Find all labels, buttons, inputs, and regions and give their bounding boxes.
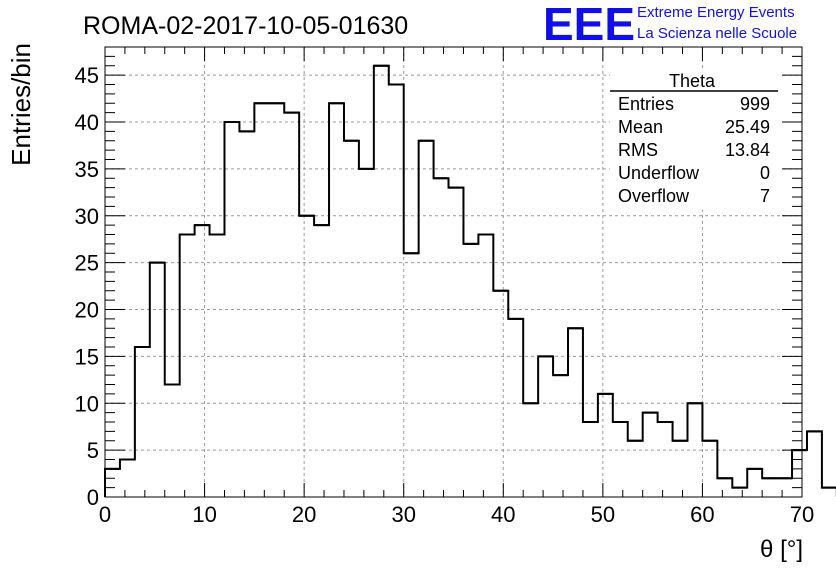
stats-box: Theta Entries 999 Mean 25.49 RMS 13.84 Underfl… — [610, 68, 780, 210]
stats-label: Entries — [618, 94, 674, 114]
stats-label: RMS — [618, 140, 658, 160]
axis-ticks — [104, 46, 803, 498]
x-tick-label: 10 — [192, 502, 216, 527]
y-tick-labels: 0 5 10 15 20 25 30 35 40 45 — [75, 63, 99, 510]
stats-label: Underflow — [618, 163, 700, 183]
y-tick-label: 40 — [75, 110, 99, 135]
y-tick-label: 0 — [87, 485, 99, 510]
stats-rows: Entries 999 Mean 25.49 RMS 13.84 Underflow 0 Ove… — [618, 94, 770, 206]
eee-logo: EEE Extreme Energy Events La Scienza nel… — [543, 0, 797, 50]
y-tick-label: 30 — [75, 204, 99, 229]
y-tick-label: 25 — [75, 251, 99, 276]
x-axis-label: θ [°] — [760, 536, 803, 563]
y-tick-label: 45 — [75, 63, 99, 88]
stats-value: 25.49 — [725, 117, 770, 137]
x-tick-label: 20 — [292, 502, 316, 527]
x-tick-label: 50 — [591, 502, 615, 527]
histogram-bins — [105, 64, 836, 489]
y-tick-label: 20 — [75, 298, 99, 323]
y-tick-label: 15 — [75, 344, 99, 369]
eee-logo-line1: Extreme Energy Events — [637, 4, 795, 21]
x-tick-label: 70 — [790, 502, 814, 527]
stats-value: 7 — [760, 186, 770, 206]
y-tick-label: 5 — [87, 438, 99, 463]
y-axis-label: Entries/bin — [6, 43, 36, 166]
stats-value: 999 — [740, 94, 770, 114]
y-tick-label: 35 — [75, 157, 99, 182]
x-tick-labels: 0 10 20 30 40 50 60 70 — [99, 502, 814, 527]
stats-label: Overflow — [618, 186, 690, 206]
chart-title: ROMA-02-2017-10-05-01630 — [83, 12, 408, 40]
x-tick-label: 0 — [99, 502, 111, 527]
stats-label: Mean — [618, 117, 663, 137]
stats-box-title: Theta — [669, 71, 716, 91]
x-tick-label: 30 — [391, 502, 415, 527]
stats-value: 0 — [760, 163, 770, 183]
y-tick-label: 10 — [75, 391, 99, 416]
eee-logo-mark: EEE — [543, 0, 635, 50]
x-tick-label: 40 — [491, 502, 515, 527]
eee-logo-line2: La Scienza nelle Scuole — [637, 25, 797, 42]
stats-value: 13.84 — [725, 140, 770, 160]
x-tick-label: 60 — [690, 502, 714, 527]
